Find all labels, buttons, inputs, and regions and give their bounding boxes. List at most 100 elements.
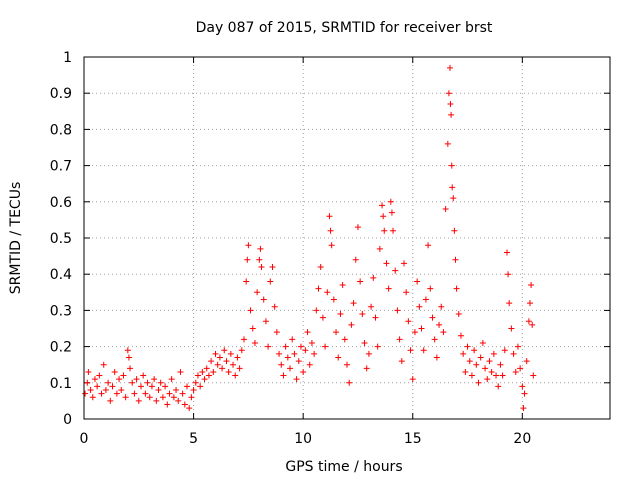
data-point: [409, 376, 416, 383]
data-point: [244, 256, 251, 263]
data-point: [251, 339, 258, 346]
grid-lines: [84, 57, 610, 419]
data-point: [159, 394, 166, 401]
data-point: [372, 314, 379, 321]
data-point: [447, 101, 454, 108]
data-point: [223, 358, 230, 365]
data-point: [420, 347, 427, 354]
data-point: [129, 379, 136, 386]
data-point: [186, 405, 193, 412]
data-point: [451, 227, 458, 234]
data-points: [82, 64, 537, 412]
data-point: [497, 361, 504, 368]
data-point: [317, 263, 324, 270]
data-point: [276, 350, 283, 357]
data-point: [337, 311, 344, 318]
x-tick-label: 20: [513, 431, 531, 447]
data-point: [427, 285, 434, 292]
data-point: [528, 282, 535, 289]
data-point: [236, 365, 243, 372]
x-axis-label: GPS time / hours: [285, 459, 402, 475]
data-point: [416, 303, 423, 310]
data-point: [488, 368, 495, 375]
data-point: [506, 300, 513, 307]
x-tick-label: 5: [189, 431, 198, 447]
data-point: [257, 245, 264, 252]
data-point: [127, 365, 134, 372]
data-point: [490, 350, 497, 357]
x-tick-labels: 0 5 10 15 20: [80, 431, 532, 447]
data-point: [122, 394, 129, 401]
data-point: [256, 256, 263, 263]
data-point: [327, 227, 334, 234]
data-point: [326, 213, 333, 220]
data-point: [166, 390, 173, 397]
data-point: [199, 368, 206, 375]
x-tick-label: 10: [294, 431, 312, 447]
data-point: [140, 372, 147, 379]
data-point: [98, 390, 105, 397]
data-point: [249, 325, 256, 332]
data-point: [374, 343, 381, 350]
data-point: [289, 336, 296, 343]
y-axis-label: SRMTID / TECUs: [8, 182, 24, 295]
data-point: [319, 314, 326, 321]
data-point: [479, 339, 486, 346]
data-point: [267, 278, 274, 285]
data-point: [473, 361, 480, 368]
data-point: [94, 383, 101, 390]
data-point: [493, 372, 500, 379]
data-point: [278, 361, 285, 368]
data-point: [460, 350, 467, 357]
data-point: [484, 376, 491, 383]
data-point: [370, 274, 377, 281]
y-tick-label: 0.3: [50, 303, 72, 319]
y-tick-label: 0.9: [50, 86, 72, 102]
data-point: [85, 368, 92, 375]
data-point: [452, 256, 459, 263]
data-point: [214, 361, 221, 368]
data-point: [436, 321, 443, 328]
data-point: [313, 307, 320, 314]
data-point: [379, 202, 386, 209]
data-point: [453, 285, 460, 292]
data-point: [91, 376, 98, 383]
data-point: [414, 278, 421, 285]
data-point: [403, 289, 410, 296]
data-point: [455, 311, 462, 318]
data-point: [440, 329, 447, 336]
data-point: [407, 347, 414, 354]
data-point: [466, 358, 473, 365]
data-point: [287, 365, 294, 372]
data-point: [192, 379, 199, 386]
data-point: [442, 206, 449, 213]
data-point: [230, 361, 237, 368]
data-point: [84, 379, 91, 386]
data-point: [398, 358, 405, 365]
data-point: [444, 140, 451, 147]
data-point: [184, 383, 191, 390]
data-point: [448, 162, 455, 169]
data-point: [82, 390, 89, 397]
data-point: [306, 361, 313, 368]
data-point: [394, 307, 401, 314]
data-point: [517, 365, 524, 372]
data-point: [425, 242, 432, 249]
data-point: [385, 285, 392, 292]
data-point: [380, 213, 387, 220]
data-point: [238, 347, 245, 354]
data-point: [411, 329, 418, 336]
data-point: [530, 372, 537, 379]
data-point: [212, 350, 219, 357]
data-point: [168, 376, 175, 383]
data-point: [438, 303, 445, 310]
data-point: [311, 350, 318, 357]
data-point: [505, 271, 512, 278]
y-tick-label: 0: [63, 412, 72, 428]
data-point: [181, 401, 188, 408]
data-point: [322, 343, 329, 350]
data-point: [482, 365, 489, 372]
data-point: [120, 372, 127, 379]
data-point: [335, 354, 342, 361]
data-point: [525, 318, 532, 325]
